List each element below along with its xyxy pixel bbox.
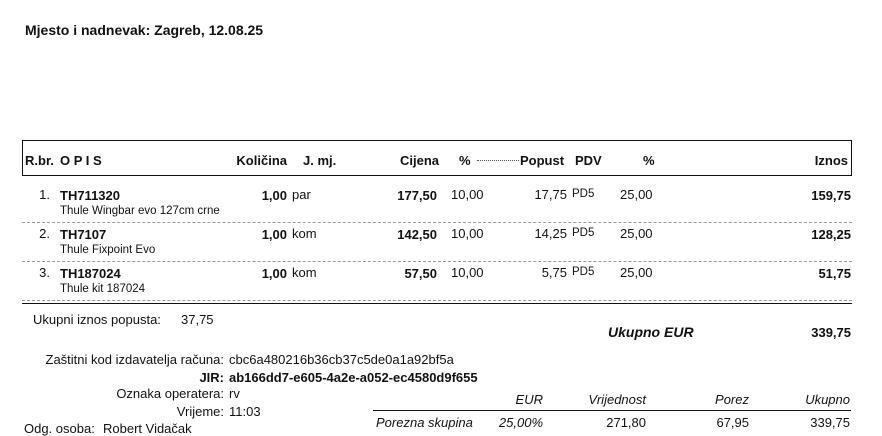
place-date: Mjesto i nadnevak: Zagreb, 12.08.25 <box>25 22 264 38</box>
header-kolicina: Količina <box>236 153 287 168</box>
tax-header-vrijednost: Vrijednost <box>588 392 646 407</box>
header-pdv: PDV <box>575 153 602 168</box>
grand-total-value: 339,75 <box>811 325 851 340</box>
item-unit: kom <box>292 265 317 280</box>
tax-rate: 25,00% <box>498 415 543 430</box>
item-price: 142,50 <box>397 227 437 242</box>
item-pdv: PD5 <box>572 188 595 200</box>
tax-total: 339,75 <box>810 415 850 430</box>
row-number: 3. <box>39 265 50 280</box>
item-description: Thule Wingbar evo 127cm crne <box>60 205 220 217</box>
item-qty: 1,00 <box>261 227 287 242</box>
item-amount: 51,75 <box>818 266 851 281</box>
tax-amount: 67,95 <box>716 415 749 430</box>
row-number: 2. <box>39 226 50 241</box>
item-unit: par <box>292 187 311 202</box>
item-pdv-pct: 25,00 <box>620 187 653 202</box>
item-discount-pct: 10,00 <box>451 226 484 241</box>
zki-label: Zaštitni kod izdavatelja računa: <box>45 352 224 367</box>
tax-header-eur: EUR <box>515 392 543 407</box>
tax-header-ukupno: Ukupno <box>805 392 850 407</box>
item-pdv-pct: 25,00 <box>620 226 653 241</box>
header-pct: % <box>459 153 471 168</box>
jir-label: JIR: <box>199 370 224 385</box>
item-discount-pct: 10,00 <box>451 265 484 280</box>
header-cijena: Cijena <box>399 153 439 168</box>
item-price: 57,50 <box>404 266 437 281</box>
item-description: Thule kit 187024 <box>60 283 146 295</box>
tax-group-label: Porezna skupina <box>376 415 473 430</box>
item-discount-pct: 10,00 <box>451 187 484 202</box>
item-price: 177,50 <box>397 188 437 203</box>
header-popust: Popust <box>520 153 565 168</box>
header-opis: O P I S <box>60 153 102 168</box>
operator-value: rv <box>229 386 240 401</box>
jir-value: ab166dd7-e605-4a2e-a052-ec4580d9f655 <box>229 370 478 385</box>
item-discount: 14,25 <box>534 226 567 241</box>
table-row: 1. TH711320 Thule Wingbar evo 127cm crne… <box>0 187 882 226</box>
item-code: TH711320 <box>60 188 120 203</box>
item-pdv-pct: 25,00 <box>620 265 653 280</box>
discount-total-label: Ukupni iznos popusta: <box>33 312 161 327</box>
item-qty: 1,00 <box>261 266 287 281</box>
item-amount: 159,75 <box>811 188 851 203</box>
table-row: 2. TH7107 Thule Fixpoint Evo 1,00 kom 14… <box>0 226 882 265</box>
item-code: TH7107 <box>60 227 107 242</box>
item-pdv: PD5 <box>572 266 595 278</box>
item-pdv: PD5 <box>572 227 595 239</box>
header-jmj: J. mj. <box>303 153 337 168</box>
zki-value: cbc6a480216b36cb37c5de0a1a92bf5a <box>229 352 454 367</box>
item-qty: 1,00 <box>261 188 287 203</box>
row-number: 1. <box>39 187 50 202</box>
header-dotted-divider <box>477 160 519 161</box>
item-discount: 5,75 <box>541 265 567 280</box>
header-rbr: R.br. <box>25 153 54 168</box>
item-code: TH187024 <box>60 266 121 281</box>
discount-total-value: 37,75 <box>181 312 214 327</box>
item-unit: kom <box>292 226 317 241</box>
person-label: Odg. osoba: <box>24 421 95 436</box>
item-discount: 17,75 <box>534 187 567 202</box>
person-value: Robert Vidačak <box>103 421 192 436</box>
item-description: Thule Fixpoint Evo <box>60 244 156 256</box>
time-value: 11:03 <box>229 404 261 419</box>
grand-total-label: Ukupno EUR <box>608 324 694 340</box>
table-row: 3. TH187024 Thule kit 187024 1,00 kom 57… <box>0 265 882 304</box>
tax-base: 271,80 <box>606 415 646 430</box>
tax-header-porez: Porez <box>715 392 749 407</box>
time-label: Vrijeme: <box>176 404 224 419</box>
item-amount: 128,25 <box>811 227 851 242</box>
header-pdv-pct: % <box>643 153 655 168</box>
operator-label: Oznaka operatera: <box>116 386 224 401</box>
header-iznos: Iznos <box>814 153 848 168</box>
